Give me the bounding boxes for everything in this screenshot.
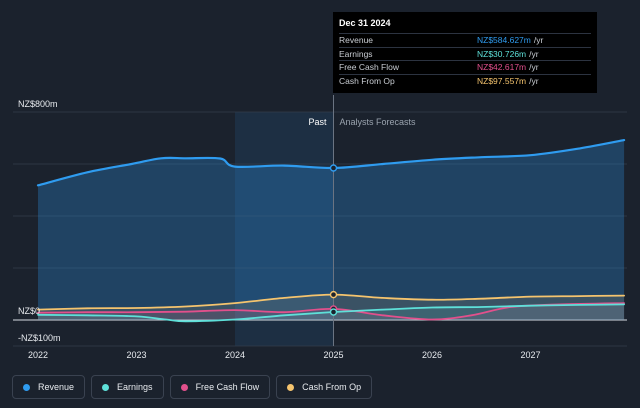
x-axis-ticks: 2022 2023 2024 2025 2026 2027 [28, 350, 541, 360]
gridlines [13, 111, 627, 347]
legend-item-revenue[interactable]: Revenue [12, 375, 86, 399]
x-tick-label: 2023 [126, 350, 146, 360]
legend-dot-icon [180, 383, 188, 391]
tooltip-value: NZ$42.617m [477, 62, 527, 72]
y-label-top: NZ$800m [18, 99, 58, 109]
legend-item-free-cash-flow[interactable]: Free Cash Flow [169, 375, 271, 399]
legend-label: Revenue [38, 382, 75, 392]
legend-dot-icon [287, 383, 295, 391]
tooltip-label: Revenue [339, 35, 374, 45]
tooltip-unit: /yr [529, 75, 539, 86]
highlight-markers [329, 164, 338, 316]
series-areas [38, 140, 625, 322]
tooltip-label: Free Cash Flow [339, 62, 399, 72]
legend-dot-icon [102, 383, 110, 391]
tooltip-value: NZ$97.557m [477, 75, 527, 86]
tooltip-value: NZ$584.627m [477, 35, 531, 45]
tooltip-row-revenue: Revenue NZ$584.627m /yr [339, 33, 591, 47]
x-tick-label: 2025 [323, 350, 343, 360]
past-label: Past [308, 117, 327, 127]
forecast-label: Analysts Forecasts [340, 117, 417, 127]
tooltip-unit: /yr [529, 62, 539, 72]
earnings-line [37, 303, 625, 323]
tooltip-row-earnings: Earnings NZ$30.726m /yr [339, 46, 591, 61]
tooltip-row-cash-from-op: Cash From Op NZ$97.557m /yr [339, 73, 591, 88]
legend-item-earnings[interactable]: Earnings [91, 375, 164, 399]
legend-label: Free Cash Flow [195, 382, 260, 392]
data-tooltip: Dec 31 2024 Revenue NZ$584.627m /yr Earn… [333, 12, 597, 93]
tooltip-value: NZ$30.726m [477, 48, 527, 59]
legend-label: Cash From Op [302, 382, 362, 392]
legend-label: Earnings [117, 382, 153, 392]
legend-dot-icon [23, 383, 30, 391]
cash-from-op-marker [329, 290, 338, 299]
tooltip-unit: /yr [529, 48, 539, 59]
chart-legend: Revenue Earnings Free Cash Flow Cash Fro… [12, 375, 373, 401]
tooltip-label: Cash From Op [339, 75, 395, 86]
earnings-marker [329, 308, 338, 316]
revenue-marker [329, 164, 338, 172]
tooltip-label: Earnings [339, 48, 373, 59]
revenue-area [38, 140, 625, 320]
x-tick-label: 2027 [520, 350, 540, 360]
legend-item-cash-from-op[interactable]: Cash From Op [276, 375, 373, 399]
past-highlight-band [235, 112, 334, 346]
y-label-zero: NZ$0 [18, 306, 40, 316]
x-tick-label: 2022 [28, 350, 48, 360]
tooltip-row-free-cash-flow: Free Cash Flow NZ$42.617m /yr [339, 60, 591, 74]
tooltip-date: Dec 31 2024 [339, 18, 391, 28]
revenue-line [36, 139, 626, 187]
tooltip-unit: /yr [533, 35, 544, 45]
x-tick-label: 2024 [225, 350, 245, 360]
y-label-bottom: -NZ$100m [18, 333, 61, 343]
x-tick-label: 2026 [422, 350, 442, 360]
